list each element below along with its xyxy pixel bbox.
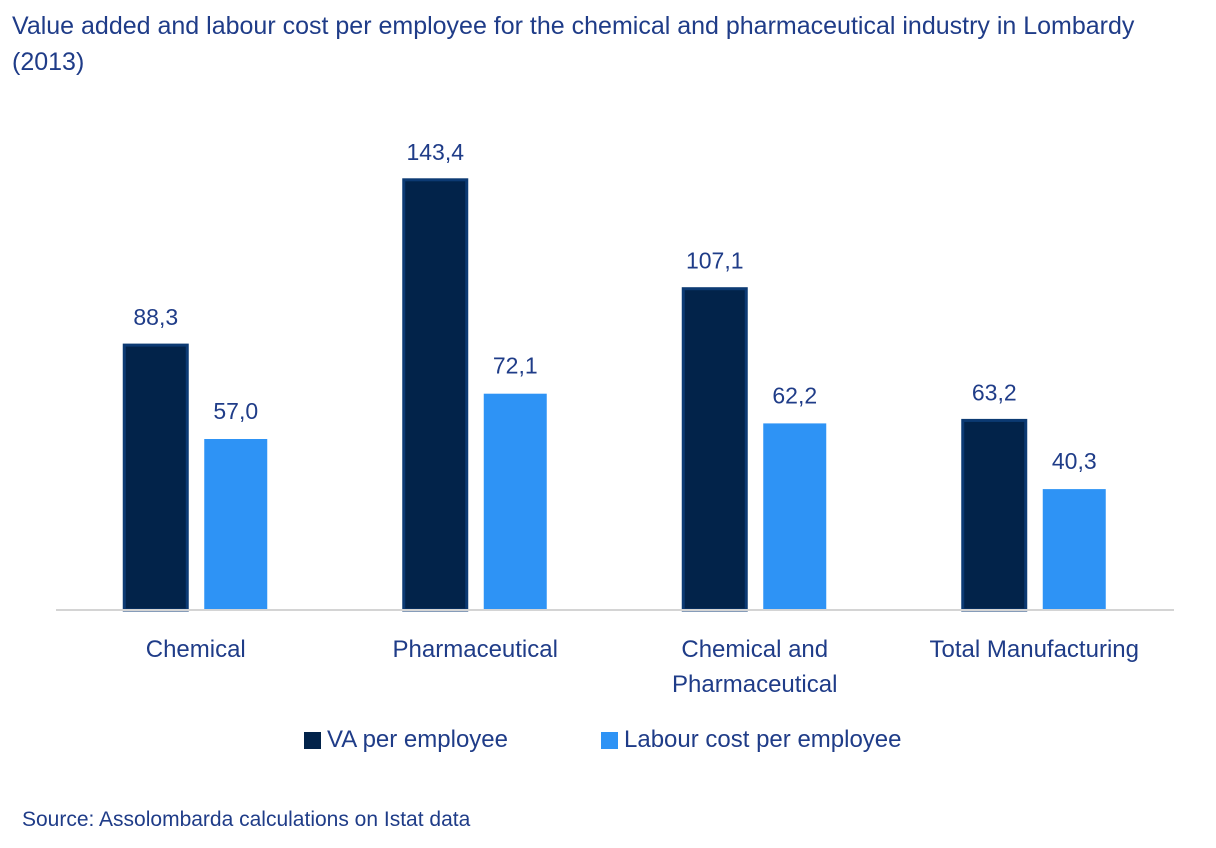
chart-title: Value added and labour cost per employee…	[12, 12, 1135, 76]
bars-layer	[122, 178, 1106, 612]
legend-label-va: VA per employee	[327, 726, 508, 753]
source-note: Source: Assolombarda calculations on Ist…	[22, 808, 471, 831]
data-labels-layer: 88,3 57,0 143,4 72,1 107,1 62,2 63,2 40,3	[133, 139, 1096, 474]
legend-label-labour-cost: Labour cost per employee	[624, 726, 902, 753]
legend-item-labour-cost: Labour cost per employee	[601, 726, 902, 754]
data-label-labour-cost-3: 40,3	[1052, 448, 1097, 474]
data-label-va-0: 88,3	[133, 304, 178, 330]
x-tick-label-line: Pharmaceutical	[672, 671, 837, 698]
bar-labour-cost-0	[204, 439, 268, 610]
bar-va-1	[402, 178, 469, 612]
bar-va-0	[122, 343, 189, 612]
bar-labour-cost-3	[1042, 489, 1106, 610]
x-tick-label-1: Pharmaceutical	[393, 636, 558, 663]
x-tick-label-0: Chemical	[146, 636, 246, 663]
x-tick-label-line: Chemical	[146, 636, 246, 663]
legend-swatch-labour-cost	[601, 731, 618, 749]
legend-item-va: VA per employee	[304, 726, 508, 754]
x-tick-label-2: Chemical and Pharmaceutical	[672, 636, 837, 698]
x-tick-label-line: Chemical and	[681, 636, 828, 663]
data-label-labour-cost-1: 72,1	[493, 353, 538, 379]
bar-labour-cost-2	[763, 423, 827, 610]
data-label-labour-cost-2: 62,2	[772, 382, 817, 408]
data-label-labour-cost-0: 57,0	[213, 398, 258, 424]
x-tick-label-3: Total Manufacturing	[930, 636, 1139, 663]
x-tick-label-line: Pharmaceutical	[393, 636, 558, 663]
legend-swatch-va	[304, 731, 321, 749]
bar-labour-cost-1	[483, 393, 547, 610]
data-label-va-3: 63,2	[972, 379, 1017, 405]
x-tick-labels-layer: Chemical Pharmaceutical Chemical and Pharma…	[146, 636, 1139, 698]
legend: VA per employee Labour cost per employee	[0, 726, 1216, 766]
x-tick-label-line: Total Manufacturing	[930, 636, 1139, 663]
bar-va-3	[961, 418, 1028, 612]
bar-va-2	[681, 287, 748, 612]
data-label-va-1: 143,4	[406, 139, 464, 165]
data-label-va-2: 107,1	[686, 248, 744, 274]
